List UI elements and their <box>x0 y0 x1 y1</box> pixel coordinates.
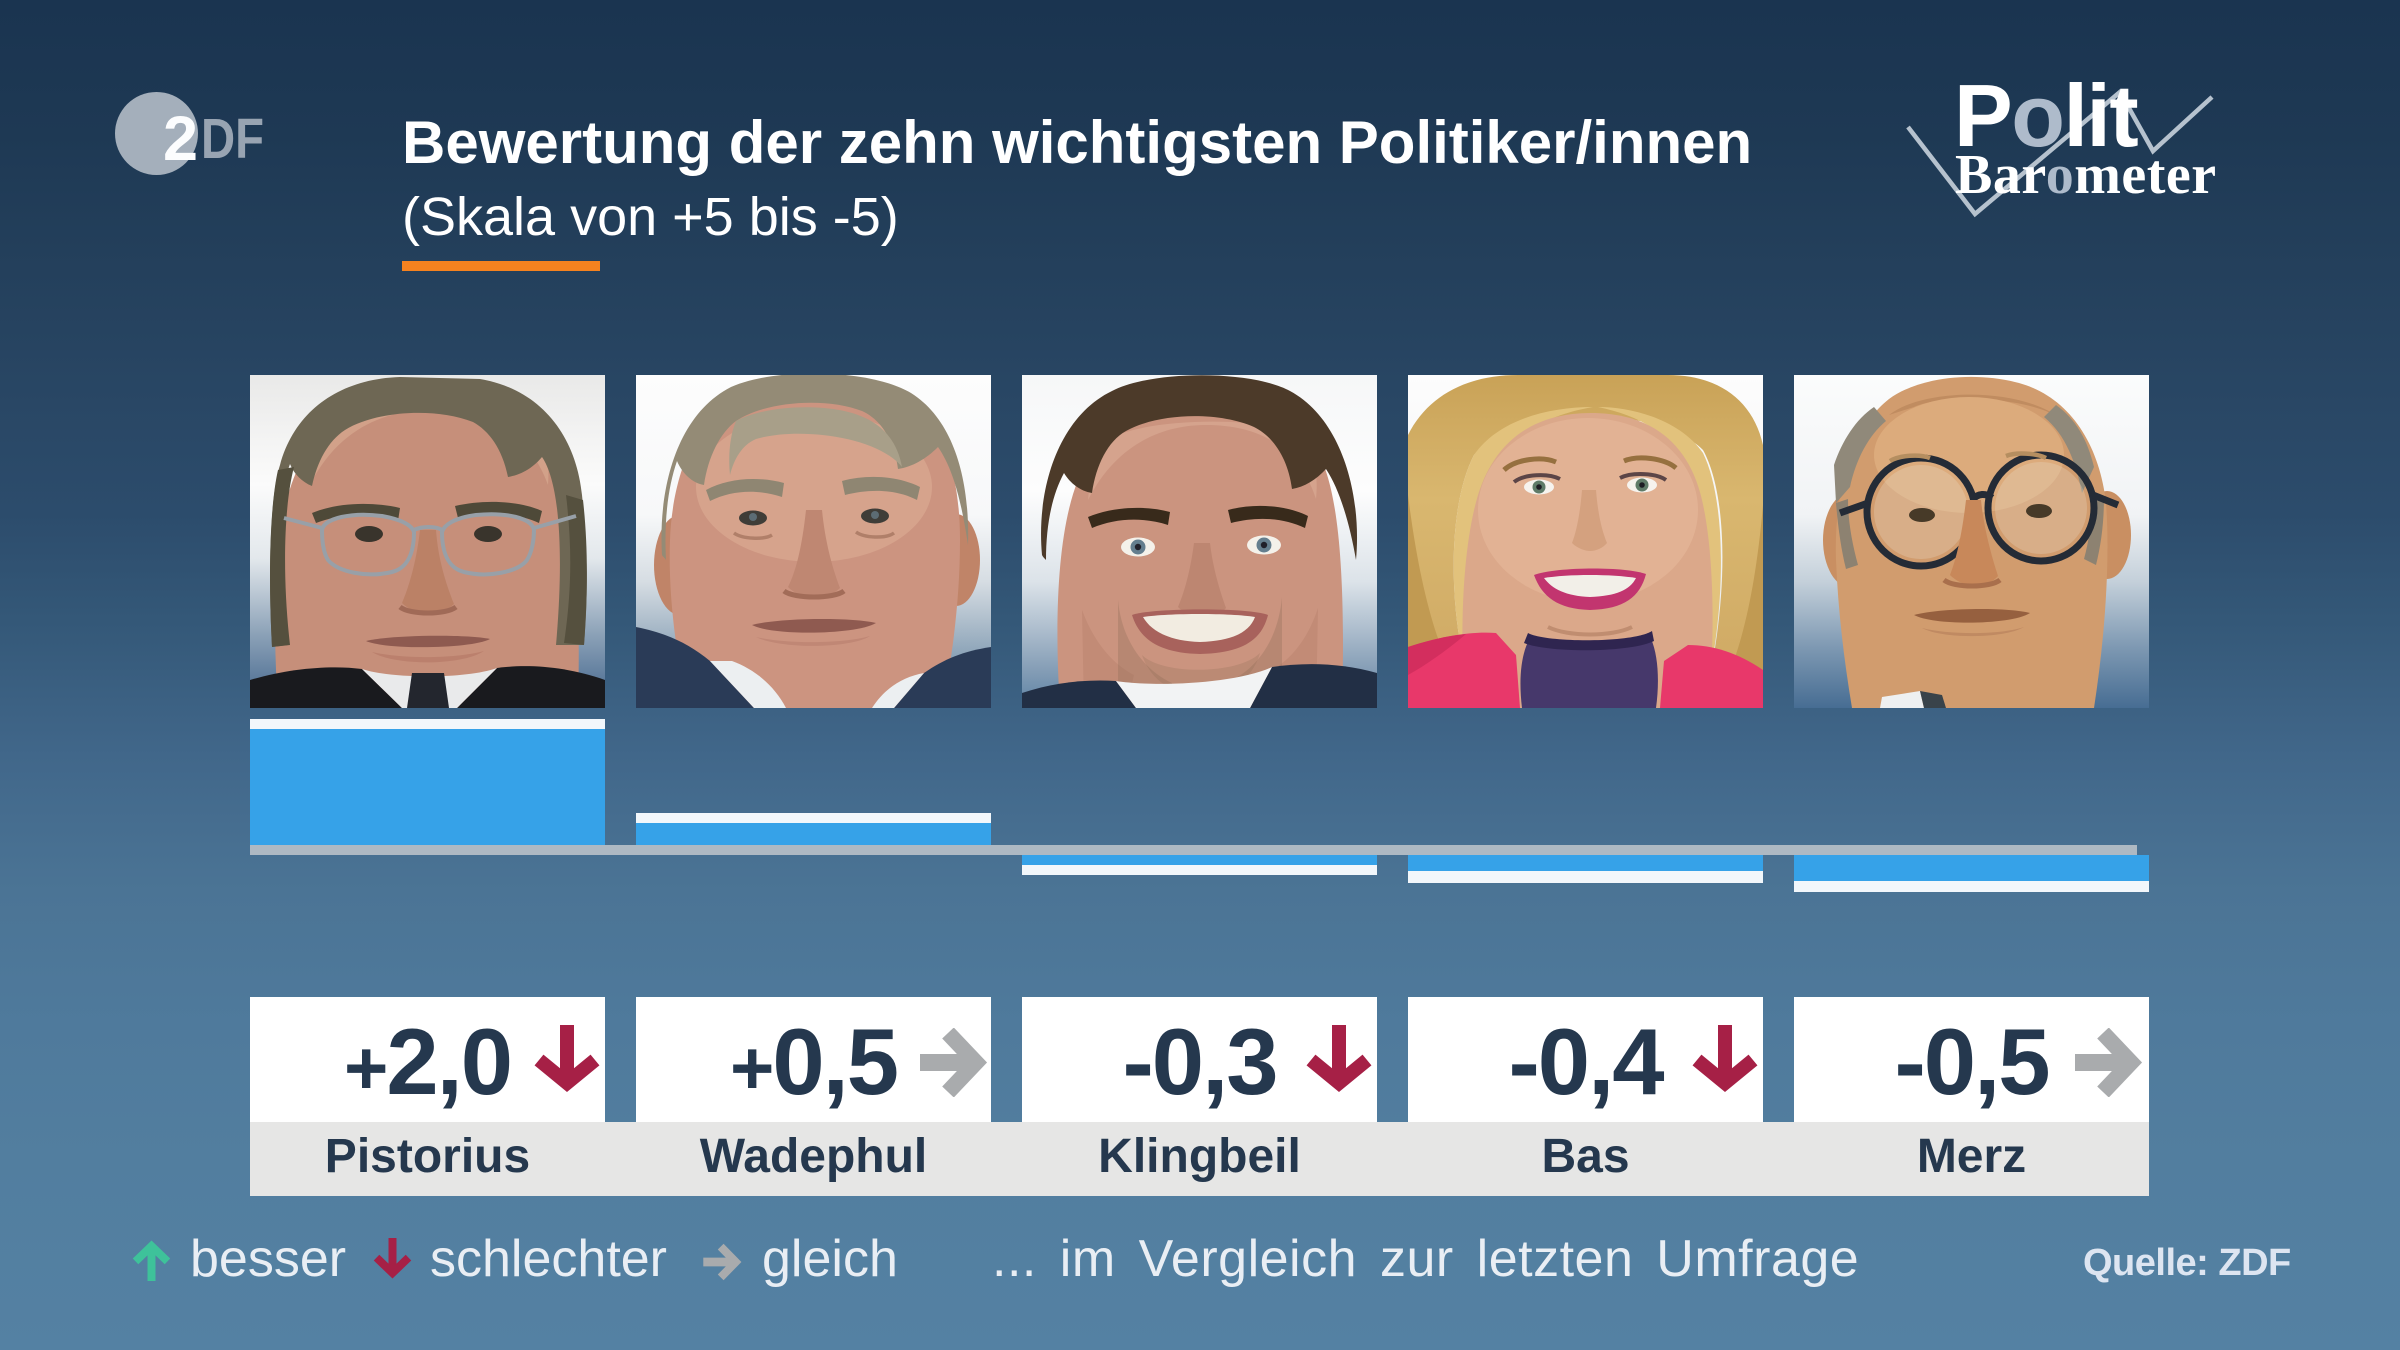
svg-text:Barometer: Barometer <box>1955 144 2217 206</box>
svg-text:Polit: Polit <box>1954 66 2138 165</box>
svg-text:DF: DF <box>201 107 264 171</box>
svg-text:2: 2 <box>163 104 198 174</box>
